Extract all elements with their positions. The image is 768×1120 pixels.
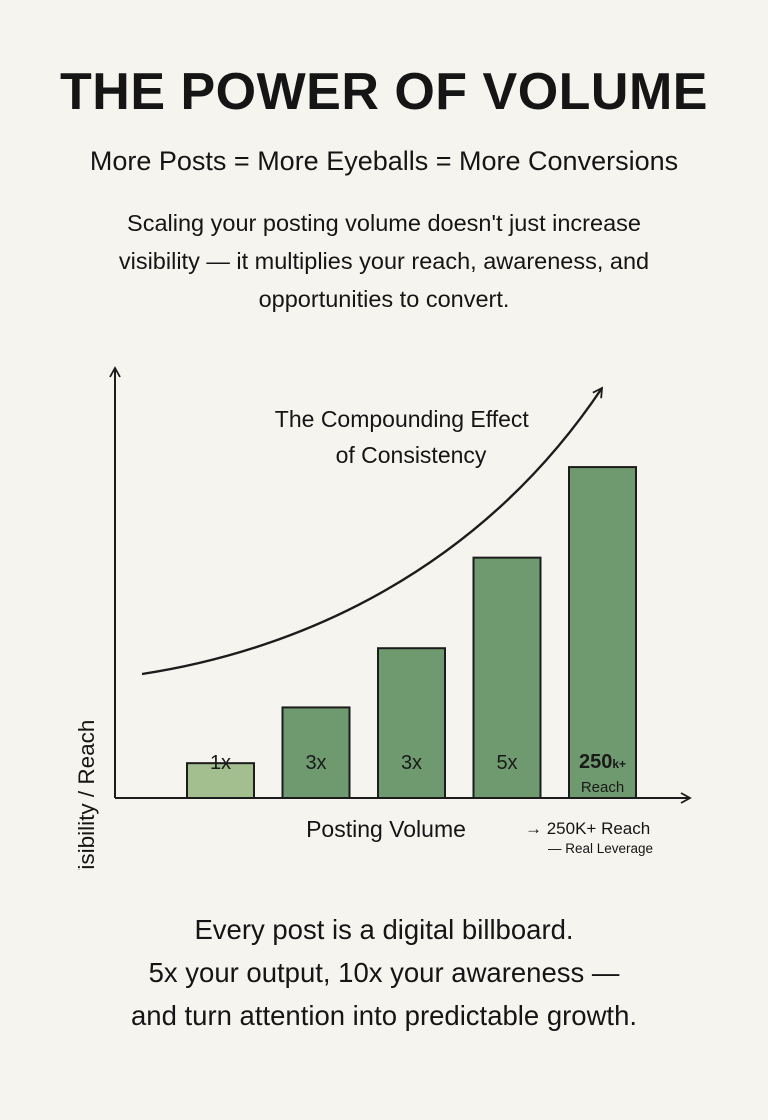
page-title: THE POWER OF VOLUME (60, 63, 708, 121)
bar (377, 647, 446, 800)
intro-line: visibility — it multiplies your reach, a… (118, 248, 650, 274)
bar-sublabel: Reach (581, 779, 624, 796)
curve-label-line: of Consistency (336, 442, 487, 468)
x-axis-label: Posting Volume (306, 816, 466, 842)
bar-group: 1x 3x 3x 5x 250k+ Reach (186, 466, 637, 800)
bar-label: 1x (210, 752, 231, 774)
footer-text: Every post is a digital billboard. 5x yo… (0, 908, 768, 1037)
bar-label: 250k+ (579, 751, 626, 773)
footer-line: and turn attention into predictable grow… (130, 1000, 638, 1031)
bar-label: 5x (496, 752, 517, 774)
y-axis-label: Total Visibility / Reach (74, 720, 99, 870)
bar-label: 3x (401, 752, 422, 774)
intro-line: opportunities to convert. (258, 286, 510, 312)
x-axis-annotation-sub: — Real Leverage (548, 841, 653, 856)
footer-line: Every post is a digital billboard. (194, 914, 574, 945)
bar (472, 556, 542, 799)
volume-chart: 1x 3x 3x 5x 250k+ Reach The Compounding Effec… (74, 366, 692, 870)
intro-paragraph: Scaling your posting volume doesn't just… (74, 204, 694, 318)
curve-label-line: The Compounding Effect (275, 406, 530, 432)
bar-label: 3x (305, 752, 326, 774)
curve-label: The Compounding Effect of Consistency (275, 406, 535, 468)
intro-line: Scaling your posting volume doesn't just… (127, 210, 641, 236)
x-axis-annotation: → 250K+ Reach (525, 819, 650, 838)
bar (281, 706, 351, 799)
footer-line: 5x your output, 10x your awareness — (148, 957, 620, 988)
bar (568, 466, 637, 799)
bar (186, 762, 255, 799)
growth-curve (141, 386, 604, 676)
page-subtitle: More Posts = More Eyeballs = More Conver… (89, 146, 679, 176)
